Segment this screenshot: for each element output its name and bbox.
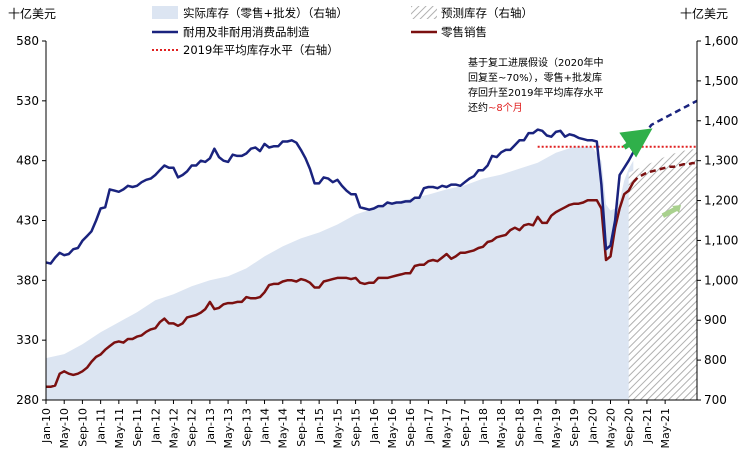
x-tick-label: Sep-19 <box>568 408 581 447</box>
series-lines-group <box>45 99 698 389</box>
legend-label-retail: 零售销售 <box>441 25 487 39</box>
forecast-area <box>628 148 697 400</box>
x-tick-label: May-11 <box>113 408 126 449</box>
x-tick-label: May-19 <box>550 408 563 449</box>
x-tick-label: May-13 <box>222 408 235 449</box>
right-tick-label: 1,300 <box>704 154 738 168</box>
annotation: 基于复工进展假设（2020年中 回复至~70%），零售+批发库 存回升至2019… <box>468 56 603 114</box>
annotation-highlight: ~8个月 <box>488 102 523 114</box>
annotation-line-2: 回复至~70%），零售+批发库 <box>468 71 602 84</box>
right-axis-unit: 十亿美元 <box>680 6 728 21</box>
legend: 实际库存（零售+批发）（右轴） 预测库存（右轴） 耐用及非耐用消费品制造 零售销… <box>152 6 533 57</box>
inventory-area <box>46 146 634 400</box>
x-tick-label: Sep-13 <box>240 408 253 447</box>
left-tick-label: 530 <box>16 94 39 108</box>
legend-label-forecast: 预测库存（右轴） <box>441 6 533 20</box>
left-tick-label: 330 <box>16 333 39 347</box>
x-tick-label: Sep-17 <box>459 408 472 447</box>
legend-label-inventory: 实际库存（零售+批发）（右轴） <box>183 6 348 20</box>
x-tick-label: Jan-18 <box>477 408 490 444</box>
right-tick-label: 700 <box>704 393 727 407</box>
forecast-area-group <box>628 148 697 400</box>
left-tick-label: 580 <box>16 34 39 48</box>
left-axis-unit: 十亿美元 <box>8 6 56 21</box>
legend-swatch-forecast <box>411 6 437 19</box>
left-tick-label: 430 <box>16 214 39 228</box>
up-arrow-light-head <box>672 204 682 213</box>
x-tick-label: Jan-17 <box>422 408 435 444</box>
x-tick-label: Jan-11 <box>95 408 108 444</box>
x-tick-label: Jan-13 <box>204 408 217 444</box>
right-tick-label: 1,000 <box>704 273 738 287</box>
annotation-line-3: 存回升至2019年平均库存水平 <box>468 86 603 99</box>
durables-line <box>45 128 635 265</box>
x-tick-label: May-18 <box>495 408 508 449</box>
x-tick-label: Jan-12 <box>149 408 162 444</box>
x-tick-label: Jan-15 <box>313 408 326 444</box>
right-tick-label: 800 <box>704 353 727 367</box>
x-tick-label: Sep-11 <box>131 408 144 447</box>
left-tick-label: 480 <box>16 154 39 168</box>
x-tick-label: Sep-14 <box>295 408 308 447</box>
right-tick-label: 1,200 <box>704 194 738 208</box>
x-tick-label: Jan-20 <box>586 408 599 444</box>
up-arrow-light <box>661 206 678 218</box>
x-tick-label: Jan-16 <box>368 408 381 444</box>
inventory-area-group <box>46 146 634 400</box>
legend-label-avg2019: 2019年平均库存水平（右轴） <box>183 43 339 57</box>
right-tick-label: 1,400 <box>704 114 738 128</box>
x-tick-label: Sep-20 <box>623 408 636 447</box>
retail-forecast-line <box>632 161 697 184</box>
x-tick-label: May-16 <box>386 408 399 449</box>
x-tick-label: May-20 <box>605 408 618 449</box>
x-tick-label: Sep-16 <box>404 408 417 447</box>
x-tick-label: Jan-10 <box>40 408 53 444</box>
x-tick-label: May-14 <box>277 408 290 449</box>
up-arrow-green <box>619 128 653 158</box>
x-tick-label: Sep-15 <box>350 408 363 447</box>
x-tick-label: May-10 <box>58 408 71 449</box>
annotation-line-4-prefix: 还约 <box>468 101 488 114</box>
right-tick-label: 900 <box>704 313 727 327</box>
right-tick-label: 1,600 <box>704 34 738 48</box>
left-tick-label: 280 <box>16 393 39 407</box>
legend-swatch-inventory <box>152 6 178 19</box>
x-tick-label: Sep-10 <box>76 408 89 447</box>
right-tick-label: 1,100 <box>704 233 738 247</box>
x-tick-label: May-17 <box>441 408 454 449</box>
x-tick-label: Jan-19 <box>532 408 545 444</box>
x-tick-label: Sep-12 <box>186 408 199 447</box>
right-tick-label: 1,500 <box>704 74 738 88</box>
axes-group: 280 330 380 430 480 530 580 700 800 900 1,000 1,100… <box>16 34 738 449</box>
legend-label-durables: 耐用及非耐用消费品制造 <box>183 25 310 39</box>
x-tick-label: May-21 <box>659 408 672 449</box>
durables-forecast-line <box>632 99 698 153</box>
annotation-line-1: 基于复工进展假设（2020年中 <box>468 56 603 69</box>
x-tick-label: Jan-14 <box>259 408 272 444</box>
left-tick-label: 380 <box>16 273 39 287</box>
x-tick-label: Sep-18 <box>513 408 526 447</box>
x-tick-label: Jan-21 <box>641 408 654 444</box>
x-tick-label: May-15 <box>331 408 344 449</box>
retail-line <box>46 181 635 389</box>
annotation-line-4: 还约~8个月 <box>468 101 523 114</box>
x-tick-label: May-12 <box>167 408 180 449</box>
